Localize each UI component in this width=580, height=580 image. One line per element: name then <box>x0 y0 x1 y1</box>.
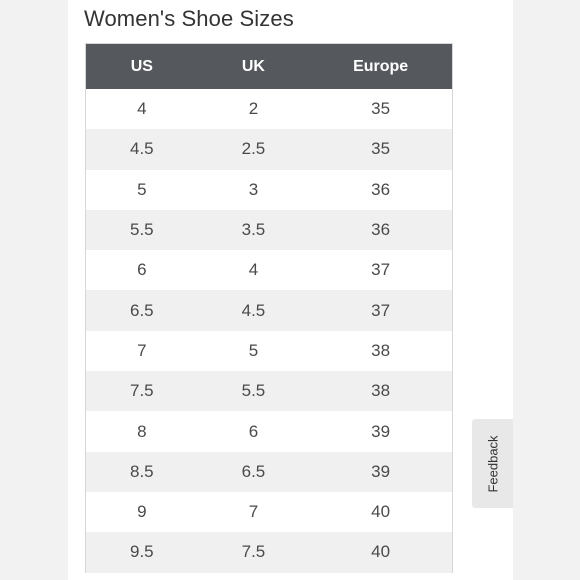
table-row: 8.5 6.5 39 <box>86 451 452 492</box>
column-header-uk: UK <box>197 43 310 89</box>
cell-uk: 4.5 <box>197 290 310 331</box>
cell-europe: 40 <box>309 491 452 533</box>
cell-europe: 37 <box>309 290 452 331</box>
table-row: 8 6 39 <box>86 411 452 452</box>
cell-uk: 4 <box>197 250 310 291</box>
cell-uk: 3.5 <box>197 209 310 251</box>
cell-uk: 6.5 <box>197 451 310 492</box>
size-table: US UK Europe 4 2 35 4.5 2.5 35 5 <box>86 43 452 573</box>
cell-europe: 36 <box>309 169 452 210</box>
table-row: 5 3 36 <box>86 169 452 210</box>
size-chart-card: Women's Shoe Sizes US UK Europe 4 2 35 <box>68 0 513 580</box>
cell-europe: 38 <box>309 330 452 372</box>
table-row: 6 4 37 <box>86 250 452 291</box>
cell-uk: 6 <box>197 411 310 452</box>
table-row: 9.5 7.5 40 <box>86 532 452 573</box>
cell-uk: 5.5 <box>197 371 310 412</box>
cell-uk: 7.5 <box>197 532 310 573</box>
cell-us: 8 <box>86 411 198 452</box>
cell-uk: 7 <box>197 491 310 533</box>
cell-us: 7.5 <box>86 371 198 412</box>
table-row: 4 2 35 <box>86 89 452 130</box>
cell-europe: 35 <box>309 129 452 170</box>
cell-us: 8.5 <box>86 451 198 492</box>
table-row: 7 5 38 <box>86 330 452 372</box>
cell-europe: 38 <box>309 371 452 412</box>
cell-uk: 2 <box>197 89 310 130</box>
cell-us: 4 <box>86 89 198 130</box>
table-row: 9 7 40 <box>86 491 452 533</box>
cell-europe: 39 <box>309 411 452 452</box>
cell-europe: 35 <box>309 89 452 130</box>
table-header-row: US UK Europe <box>86 43 452 89</box>
cell-europe: 39 <box>309 451 452 492</box>
cell-us: 9.5 <box>86 532 198 573</box>
table-row: 7.5 5.5 38 <box>86 371 452 412</box>
feedback-tab[interactable]: Feedback <box>472 419 513 508</box>
cell-us: 4.5 <box>86 129 198 170</box>
cell-us: 9 <box>86 491 198 533</box>
table-body: 4 2 35 4.5 2.5 35 5 3 36 5.5 3.5 36 <box>86 89 452 573</box>
column-header-us: US <box>86 43 198 89</box>
size-table-container: US UK Europe 4 2 35 4.5 2.5 35 5 <box>85 43 453 573</box>
cell-uk: 5 <box>197 330 310 372</box>
cell-europe: 37 <box>309 250 452 291</box>
table-row: 6.5 4.5 37 <box>86 290 452 331</box>
table-row: 4.5 2.5 35 <box>86 129 452 170</box>
cell-europe: 40 <box>309 532 452 573</box>
cell-us: 5 <box>86 169 198 210</box>
column-header-europe: Europe <box>309 43 452 89</box>
cell-europe: 36 <box>309 209 452 251</box>
cell-us: 5.5 <box>86 209 198 251</box>
cell-uk: 3 <box>197 169 310 210</box>
cell-us: 6 <box>86 250 198 291</box>
cell-us: 7 <box>86 330 198 372</box>
table-row: 5.5 3.5 36 <box>86 209 452 251</box>
cell-uk: 2.5 <box>197 129 310 170</box>
cell-us: 6.5 <box>86 290 198 331</box>
page-title: Women's Shoe Sizes <box>84 6 294 31</box>
feedback-label: Feedback <box>485 434 500 493</box>
table-header: US UK Europe <box>86 43 452 89</box>
